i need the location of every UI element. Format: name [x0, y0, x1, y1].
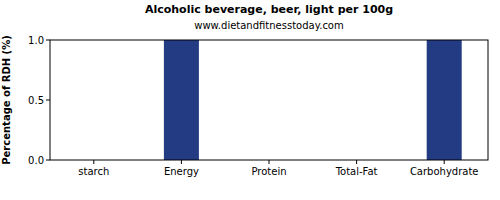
chart-svg: Alcoholic beverage, beer, light per 100g… — [0, 0, 500, 200]
x-tick-label: Carbohydrate — [410, 166, 479, 177]
x-tick-label: Protein — [251, 166, 286, 177]
y-tick — [46, 160, 50, 161]
chart-container: Alcoholic beverage, beer, light per 100g… — [0, 0, 500, 200]
x-tick-label: starch — [78, 166, 109, 177]
title: Alcoholic beverage, beer, light per 100g — [145, 3, 393, 16]
x-tick-label: Energy — [164, 166, 199, 177]
bars — [164, 40, 462, 160]
x-tick — [269, 160, 270, 164]
y-tick — [46, 100, 50, 101]
y-axis-label: Percentage of RDH (%) — [1, 35, 12, 165]
x-tick — [181, 160, 182, 164]
y-tick-label: 1.0 — [28, 35, 44, 46]
bar — [164, 40, 199, 160]
y-tick-label: 0.0 — [28, 155, 44, 166]
y-tick — [46, 40, 50, 41]
plot-frame — [50, 40, 488, 160]
subtitle: www.dietandfitnesstoday.com — [194, 20, 343, 31]
x-tick — [93, 160, 94, 164]
x-tick — [356, 160, 357, 164]
y-tick-label: 0.5 — [28, 95, 44, 106]
x-tick-label: Total-Fat — [335, 166, 378, 177]
bar — [427, 40, 462, 160]
x-tick — [444, 160, 445, 164]
